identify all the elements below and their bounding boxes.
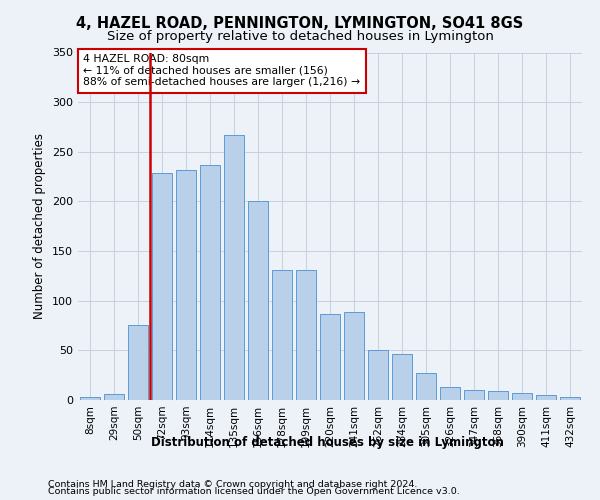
Y-axis label: Number of detached properties: Number of detached properties: [34, 133, 46, 320]
Bar: [104, 394, 124, 400]
Text: Distribution of detached houses by size in Lymington: Distribution of detached houses by size …: [151, 436, 503, 449]
Bar: [248, 202, 268, 400]
Bar: [464, 390, 484, 400]
Text: Size of property relative to detached houses in Lymington: Size of property relative to detached ho…: [107, 30, 493, 43]
Bar: [152, 172, 172, 400]
Bar: [296, 270, 316, 400]
Bar: [560, 397, 580, 400]
Bar: [128, 324, 148, 400]
Bar: [368, 350, 388, 400]
Bar: [80, 397, 100, 400]
Bar: [440, 387, 460, 400]
Bar: [512, 393, 532, 400]
Text: Contains public sector information licensed under the Open Government Licence v3: Contains public sector information licen…: [48, 488, 460, 496]
Bar: [416, 373, 436, 400]
Text: 4 HAZEL ROAD: 80sqm
← 11% of detached houses are smaller (156)
88% of semi-detac: 4 HAZEL ROAD: 80sqm ← 11% of detached ho…: [83, 54, 360, 88]
Bar: [176, 170, 196, 400]
Bar: [320, 314, 340, 400]
Text: Contains HM Land Registry data © Crown copyright and database right 2024.: Contains HM Land Registry data © Crown c…: [48, 480, 418, 489]
Bar: [344, 312, 364, 400]
Bar: [536, 395, 556, 400]
Bar: [200, 164, 220, 400]
Bar: [488, 391, 508, 400]
Bar: [272, 270, 292, 400]
Bar: [392, 354, 412, 400]
Text: 4, HAZEL ROAD, PENNINGTON, LYMINGTON, SO41 8GS: 4, HAZEL ROAD, PENNINGTON, LYMINGTON, SO…: [76, 16, 524, 31]
Bar: [224, 135, 244, 400]
